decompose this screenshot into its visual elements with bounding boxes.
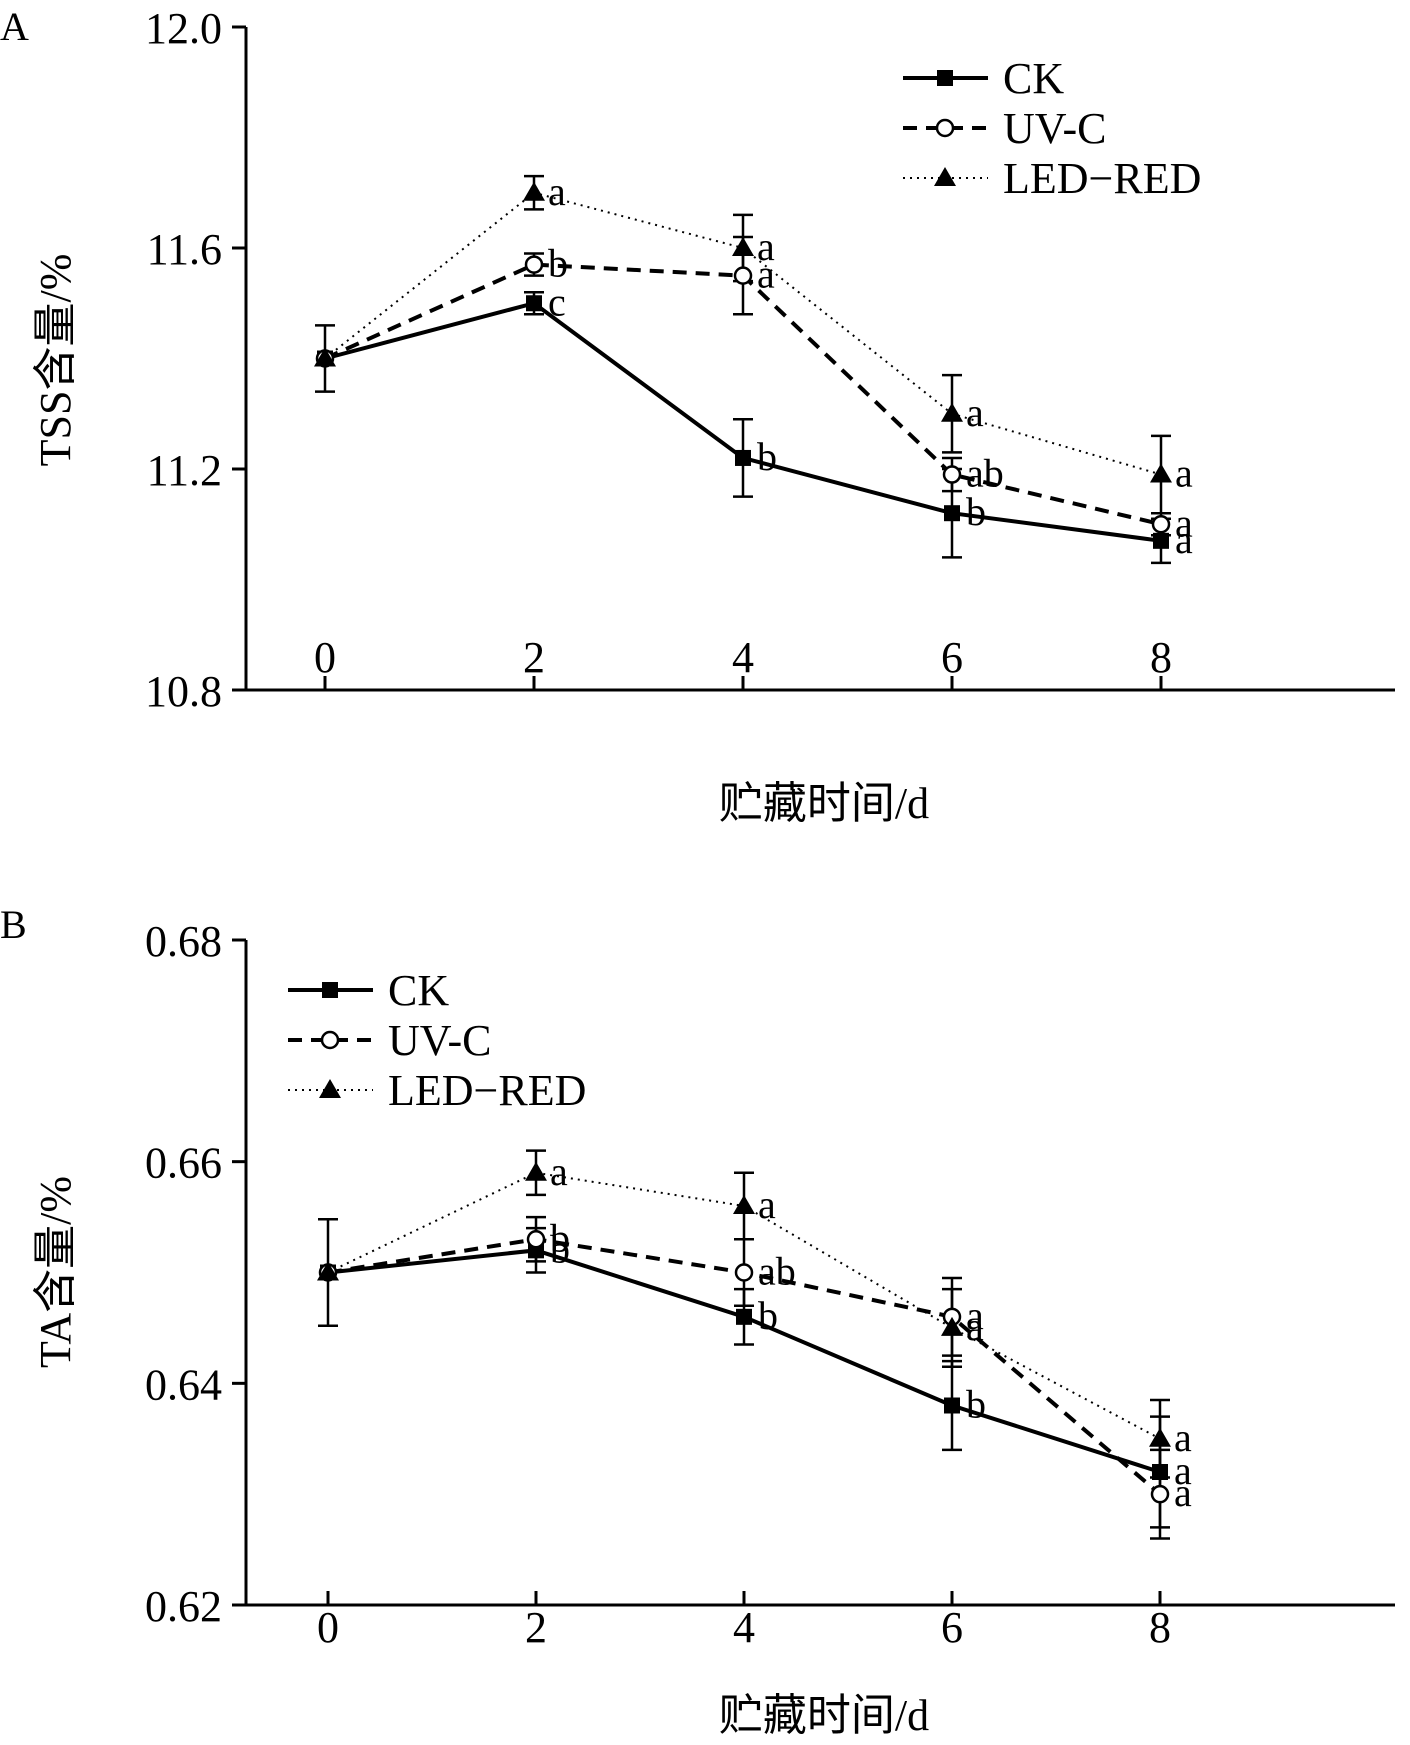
panel-b-point bbox=[941, 1316, 963, 1336]
panel-a-y-tick-label: 11.6 bbox=[147, 225, 222, 274]
panel-a-point bbox=[314, 347, 336, 367]
panel-b-sig-label: a bbox=[1174, 1448, 1192, 1493]
panel-a-point bbox=[941, 402, 963, 422]
panel-a-legend-label: CK bbox=[1003, 54, 1064, 103]
panel-a-legend-label: LED−RED bbox=[1003, 154, 1201, 203]
panel-a-point bbox=[1153, 532, 1169, 549]
panel-b-sig-label: b bbox=[758, 1293, 778, 1338]
panel-a-point bbox=[1151, 515, 1171, 534]
panel-a-point bbox=[526, 295, 542, 312]
panel-a-sig-label: a bbox=[1175, 500, 1193, 545]
panel-a-legend-label: UV-C bbox=[1003, 104, 1107, 153]
panel-b-sig-label: b bbox=[550, 1226, 570, 1271]
panel-a-point bbox=[735, 449, 751, 466]
panel-b-x-tick-label: 6 bbox=[941, 1603, 963, 1652]
panel-b-sig-label: b bbox=[966, 1382, 986, 1427]
panel-a-sig-label: b bbox=[966, 489, 986, 534]
panel-b-x-tick-label: 8 bbox=[1149, 1603, 1171, 1652]
panel-b-sig-label: a bbox=[966, 1293, 984, 1338]
panel-a-sig-label: a bbox=[757, 252, 775, 297]
panel-b-point bbox=[1150, 1484, 1170, 1504]
panel-a-legend-marker bbox=[937, 70, 953, 86]
panel-a-sig-label: ab bbox=[966, 451, 1004, 496]
panel-a-x-tick-label: 8 bbox=[1150, 633, 1172, 682]
panel-b-x-ticks: 0 2 4 6 8 bbox=[317, 1591, 1171, 1652]
panel-b-legend-marker bbox=[322, 982, 338, 998]
panel-b-x-axis-label: 贮藏时间/d bbox=[719, 1691, 929, 1740]
panel-b-point bbox=[1149, 1427, 1171, 1447]
panel-a-point bbox=[733, 266, 753, 285]
panel-b-x-tick-label: 0 bbox=[317, 1603, 339, 1652]
panel-a-sig-label: a bbox=[1175, 451, 1193, 496]
panel-a-x-tick-label: 4 bbox=[732, 633, 754, 682]
panel-b-y-ticks: 0.62 0.64 0.66 0.68 bbox=[145, 917, 246, 1631]
panel-a-y-tick-label: 11.2 bbox=[147, 446, 222, 495]
panel-b-sig-label: b bbox=[550, 1215, 570, 1260]
panel-b-point bbox=[1152, 1464, 1168, 1480]
panel-b-legend-label: LED−RED bbox=[388, 1066, 586, 1115]
panel-b-y-tick-label: 0.66 bbox=[145, 1139, 222, 1188]
panel-a-point bbox=[732, 237, 754, 256]
panel-a-x-tick-label: 6 bbox=[941, 633, 963, 682]
panel-b-point bbox=[944, 1397, 960, 1414]
panel-a-point bbox=[942, 465, 962, 484]
panel-a-sig-label: a bbox=[548, 169, 566, 214]
panel-a-point bbox=[523, 181, 545, 201]
panel-b-point bbox=[317, 1261, 339, 1281]
panel-a-sig-label: a bbox=[966, 390, 984, 435]
panel-b-point bbox=[526, 1230, 546, 1249]
panel-b-legend-label: UV-C bbox=[388, 1016, 492, 1065]
panel-a-legend-marker bbox=[934, 167, 956, 186]
panel-b-sig-label: a bbox=[966, 1304, 984, 1349]
panel-a-point bbox=[524, 255, 544, 274]
panel-b-legend-marker bbox=[319, 1079, 341, 1098]
panel-b-legend-marker bbox=[320, 1030, 340, 1050]
panel-b-label: B bbox=[0, 902, 27, 947]
panel-b-y-tick-label: 0.62 bbox=[145, 1582, 222, 1631]
panel-b-sig-label: ab bbox=[758, 1249, 796, 1294]
panel-b-y-tick-label: 0.68 bbox=[145, 917, 222, 966]
panel-a-y-axis-label: TSS含量/% bbox=[31, 254, 80, 467]
panel-a-label: A bbox=[0, 4, 29, 49]
panel-a-point bbox=[1150, 463, 1172, 483]
panel-a-x-tick-label: 0 bbox=[314, 633, 336, 682]
panel-a-sig-label: c bbox=[548, 279, 566, 324]
panel-b-x-tick-label: 4 bbox=[733, 1603, 755, 1652]
panel-b-point bbox=[525, 1161, 547, 1181]
panel-b-legend-label: CK bbox=[388, 966, 449, 1015]
panel-b-point bbox=[734, 1263, 754, 1282]
panel-a-sig-label: b bbox=[548, 241, 568, 286]
panel-a-x-tick-label: 2 bbox=[523, 633, 545, 682]
panel-b-y-axis-label: TA含量/% bbox=[31, 1176, 80, 1368]
panel-a-y-ticks: 10.8 11.2 11.6 12.0 bbox=[145, 4, 246, 716]
panel-b-sig-label: a bbox=[1174, 1470, 1192, 1515]
panel-b-sig-label: a bbox=[758, 1182, 776, 1227]
panel-b-sig-label: a bbox=[1174, 1415, 1192, 1460]
panel-a-sig-label: a bbox=[757, 224, 775, 269]
panel-b-sig-label: a bbox=[550, 1149, 568, 1194]
panel-b-point bbox=[733, 1195, 755, 1214]
panel-a-sig-label: a bbox=[1175, 517, 1193, 562]
panel-a-legend-marker bbox=[935, 118, 955, 138]
panel-a-x-axis-label: 贮藏时间/d bbox=[719, 779, 929, 828]
panel-b-point bbox=[736, 1308, 752, 1325]
panel-b-x-tick-label: 2 bbox=[525, 1603, 547, 1652]
panel-a-point bbox=[944, 505, 960, 522]
panel-a-sig-label: b bbox=[757, 434, 777, 479]
panel-b-y-tick-label: 0.64 bbox=[145, 1360, 222, 1409]
panel-a-y-tick-label: 10.8 bbox=[145, 667, 222, 716]
panel-a-y-tick-label: 12.0 bbox=[145, 4, 222, 53]
panel-a-x-ticks: 0 2 4 6 8 bbox=[314, 633, 1172, 690]
